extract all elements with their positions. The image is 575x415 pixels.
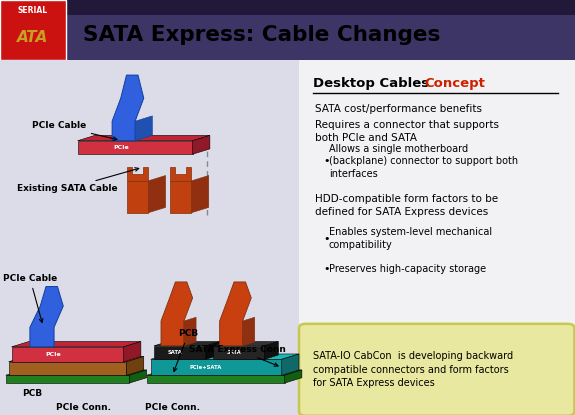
Text: •: • — [323, 156, 329, 166]
Polygon shape — [78, 135, 210, 141]
Text: PCIe Conn.: PCIe Conn. — [56, 403, 112, 412]
Text: SATA: SATA — [227, 350, 242, 355]
Polygon shape — [129, 370, 147, 383]
Text: PCIe Cable: PCIe Cable — [3, 274, 57, 322]
Polygon shape — [220, 282, 251, 346]
FancyBboxPatch shape — [299, 324, 574, 415]
Text: PCIe Cable: PCIe Cable — [32, 121, 117, 140]
FancyBboxPatch shape — [0, 0, 575, 15]
Text: Enables system-level mechanical
compatibility: Enables system-level mechanical compatib… — [329, 227, 492, 250]
FancyBboxPatch shape — [0, 60, 299, 415]
Polygon shape — [151, 354, 299, 359]
Text: SERIAL: SERIAL — [18, 6, 48, 15]
Polygon shape — [30, 286, 63, 347]
Polygon shape — [9, 362, 127, 375]
Polygon shape — [9, 356, 144, 362]
Text: SATA Express Conn: SATA Express Conn — [189, 345, 285, 366]
Polygon shape — [193, 135, 210, 154]
Polygon shape — [135, 116, 152, 141]
Polygon shape — [124, 342, 141, 362]
Polygon shape — [170, 181, 191, 213]
Polygon shape — [154, 346, 206, 359]
Polygon shape — [285, 370, 302, 383]
Text: SATA Express: Cable Changes: SATA Express: Cable Changes — [83, 25, 441, 45]
Polygon shape — [170, 167, 191, 181]
Polygon shape — [191, 176, 209, 213]
Text: Preserves high-capacity storage: Preserves high-capacity storage — [329, 264, 486, 274]
Polygon shape — [126, 167, 148, 181]
Polygon shape — [148, 176, 166, 213]
Polygon shape — [264, 342, 278, 359]
Text: SATA-IO CabCon  is developing backward
compatible connectors and form factors
fo: SATA-IO CabCon is developing backward co… — [313, 351, 513, 388]
Polygon shape — [161, 282, 193, 346]
Text: Desktop Cables: Desktop Cables — [313, 77, 434, 90]
Text: Requires a connector that supports
both PCIe and SATA: Requires a connector that supports both … — [315, 120, 499, 143]
Text: PCIe+SATA: PCIe+SATA — [190, 365, 222, 370]
Polygon shape — [78, 141, 193, 154]
Polygon shape — [243, 317, 255, 346]
Polygon shape — [6, 375, 129, 383]
FancyBboxPatch shape — [0, 15, 575, 60]
Polygon shape — [147, 370, 302, 375]
Text: PCB: PCB — [174, 329, 198, 371]
Polygon shape — [206, 342, 220, 359]
Polygon shape — [154, 342, 220, 346]
Polygon shape — [126, 356, 144, 375]
Text: SATA cost/performance benefits: SATA cost/performance benefits — [315, 104, 482, 114]
Text: HDD-compatible form factors to be
defined for SATA Express devices: HDD-compatible form factors to be define… — [315, 194, 498, 217]
Polygon shape — [12, 347, 124, 362]
Text: •: • — [323, 264, 329, 274]
Polygon shape — [126, 181, 148, 213]
FancyBboxPatch shape — [299, 60, 575, 372]
Text: Concept: Concept — [424, 77, 485, 90]
Polygon shape — [151, 359, 282, 375]
Polygon shape — [147, 375, 285, 383]
Polygon shape — [6, 370, 147, 375]
Text: PCIe: PCIe — [113, 145, 129, 150]
Text: PCIe Conn.: PCIe Conn. — [145, 403, 200, 412]
Text: ATA: ATA — [17, 30, 48, 45]
Polygon shape — [12, 342, 141, 347]
Polygon shape — [213, 342, 278, 346]
Text: Allows a single motherboard
(backplane) connector to support both
interfaces: Allows a single motherboard (backplane) … — [329, 144, 518, 179]
Text: PCB: PCB — [22, 389, 42, 398]
Text: •: • — [323, 234, 329, 244]
Text: PCIe: PCIe — [45, 352, 62, 357]
Polygon shape — [184, 317, 196, 346]
Polygon shape — [213, 346, 264, 359]
Text: Existing SATA Cable: Existing SATA Cable — [17, 168, 139, 193]
Text: SATA: SATA — [168, 350, 183, 355]
FancyBboxPatch shape — [0, 0, 66, 60]
Polygon shape — [282, 354, 299, 375]
Polygon shape — [112, 75, 144, 141]
